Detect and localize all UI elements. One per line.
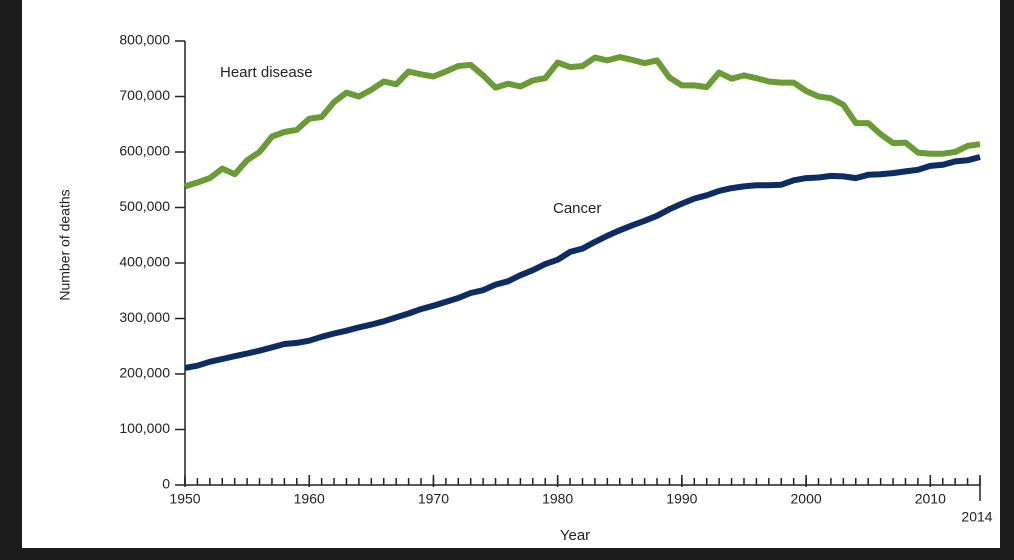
y-tick-label: 800,000	[119, 32, 170, 48]
y-tick-label: 300,000	[119, 309, 170, 325]
y-tick-label: 400,000	[119, 254, 170, 270]
series-line	[184, 154, 981, 371]
series-line	[184, 54, 981, 190]
y-tick-label: 100,000	[119, 420, 170, 436]
x-tick-label: 2010	[915, 491, 946, 507]
x-tick-label: 1990	[666, 491, 697, 507]
x-tick-label: 1960	[294, 491, 325, 507]
x-axis-label: Year	[560, 527, 590, 544]
y-tick-label: 700,000	[119, 87, 170, 103]
y-tick-label: 500,000	[119, 198, 170, 214]
x-tick-label: 1980	[542, 491, 573, 507]
x-tick-label: 1970	[418, 491, 449, 507]
series-label: Cancer	[553, 200, 601, 217]
y-axis-label: Number of deaths	[57, 189, 73, 300]
y-tick-label: 600,000	[119, 143, 170, 159]
series-label: Heart disease	[220, 64, 313, 81]
x-tick-label: 2000	[791, 491, 822, 507]
y-tick-label: 200,000	[119, 365, 170, 381]
x-tick-label: 2014	[961, 509, 992, 525]
y-tick-label: 0	[162, 476, 170, 492]
x-tick-label: 1950	[169, 491, 200, 507]
